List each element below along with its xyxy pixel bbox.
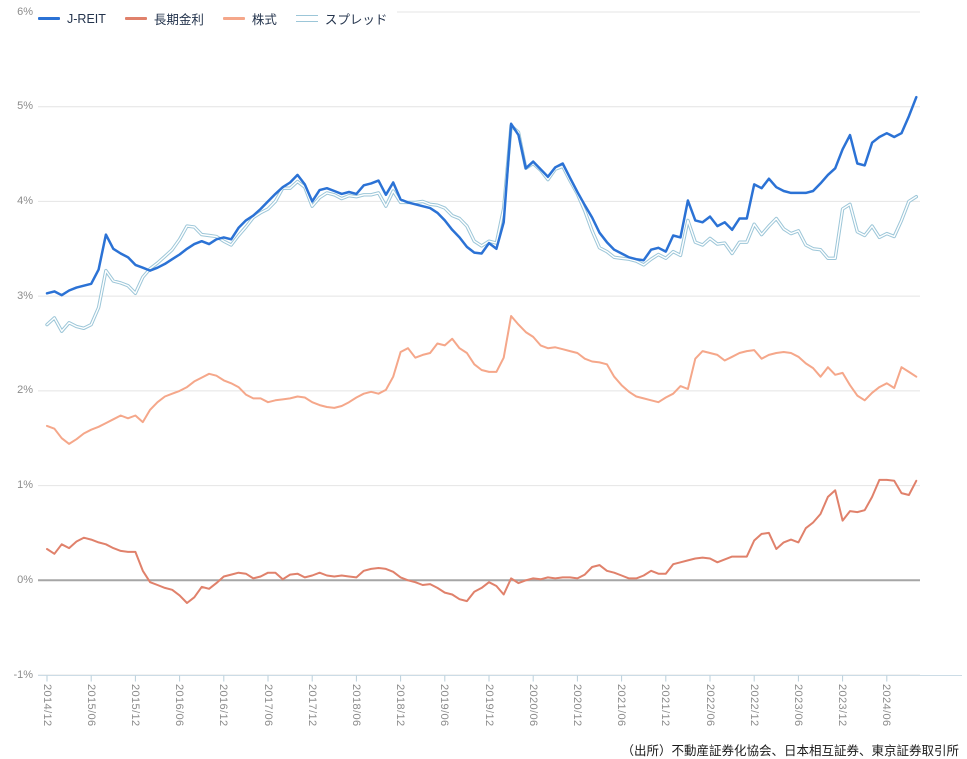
series-line-株式 [46,315,918,445]
chart-legend: J-REIT 長期金利 株式 スプレッド [38,7,398,30]
x-axis-label: 2019/12 [482,683,495,727]
x-axis-label: 2014/12 [40,683,53,727]
x-axis-label: 2021/12 [659,683,672,727]
x-axis-label: 2022/06 [703,683,716,727]
series-line-J-REIT [45,95,918,297]
y-axis-label: 3% [17,289,33,302]
legend-item-spread[interactable]: スプレッド [295,9,388,28]
x-axis-label: 2018/06 [349,683,362,727]
stocks-line-swatch-icon [222,17,245,20]
x-axis-label: 2020/06 [526,683,539,727]
x-axis-label: 2017/12 [305,683,318,727]
x-axis-label: 2017/06 [261,683,274,727]
legend-label-stocks: 株式 [251,13,277,27]
x-axis-label: 2019/06 [438,683,451,727]
source-note: （出所）不動産証券化協会、日本相互証券、東京証券取引所 [621,744,959,758]
y-axis-label: 5% [17,100,33,113]
legend-item-stocks[interactable]: 株式 [222,9,277,28]
spread-double-line-swatch-icon [295,15,318,22]
series-line-スプレッド-inner [46,124,917,332]
series-line-長期金利 [46,478,918,604]
x-axis-label: 2015/06 [84,683,97,727]
series-line-スプレッド [45,123,918,333]
x-axis-label: 2023/12 [836,683,849,727]
x-axis-label: 2015/12 [128,683,141,727]
x-axis-label: 2020/12 [570,683,583,727]
x-axis-label: 2021/06 [615,683,628,727]
y-axis-label: -1% [13,668,33,681]
legend-label-long-term-rate: 長期金利 [153,13,204,27]
x-axis-label: 2016/12 [217,683,230,727]
y-axis-label: 2% [17,384,33,397]
legend-item-jreit[interactable]: J-REIT [38,12,106,26]
jreit-line-swatch-icon [38,17,60,20]
long-term-rate-line-swatch-icon [124,17,147,20]
x-axis-label: 2018/12 [394,683,407,727]
y-axis-label: 4% [17,194,33,207]
x-axis-label: 2016/06 [173,683,186,727]
x-axis-label: 2024/06 [880,683,893,727]
legend-item-long-term-rate[interactable]: 長期金利 [124,9,204,28]
x-axis-label: 2022/12 [747,683,760,727]
y-axis-label: 1% [17,479,33,492]
y-axis-label: 0% [17,573,33,586]
x-axis-label: 2023/06 [791,683,804,727]
legend-label-spread: スプレッド [324,13,388,27]
legend-label-jreit: J-REIT [67,11,106,26]
y-axis-label: 6% [17,5,33,18]
